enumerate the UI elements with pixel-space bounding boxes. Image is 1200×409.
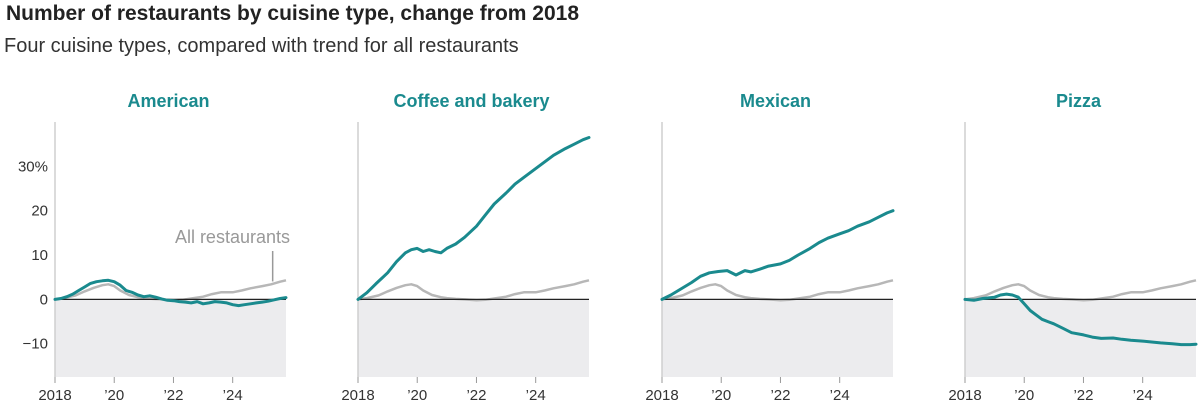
panel-title-american: American	[127, 91, 209, 111]
x-tick-label-coffee-and-bakery-1: ’20	[407, 387, 427, 404]
x-tick-label-pizza-1: ’20	[1014, 387, 1034, 404]
y-tick-label-2: 10	[31, 247, 48, 264]
x-tick-label-coffee-and-bakery-3: ’24	[526, 387, 546, 404]
panel-title-coffee-and-bakery: Coffee and bakery	[393, 91, 549, 111]
x-tick-label-american-0: 2018	[38, 387, 71, 404]
x-tick-label-pizza-3: ’24	[1133, 387, 1153, 404]
cuisine-line-coffee-and-bakery	[356, 136, 591, 301]
x-tick-label-american-1: ’20	[104, 387, 124, 404]
x-tick-label-mexican-3: ’24	[830, 387, 850, 404]
x-tick-label-mexican-0: 2018	[645, 387, 678, 404]
all-restaurants-label: All restaurants	[175, 227, 290, 247]
x-tick-label-american-3: ’24	[223, 387, 243, 404]
cuisine-line-mexican	[660, 209, 895, 301]
negative-region-american	[55, 299, 286, 377]
x-tick-label-coffee-and-bakery-0: 2018	[341, 387, 374, 404]
all-restaurants-line-mexican	[661, 279, 894, 302]
x-tick-label-pizza-0: 2018	[948, 387, 981, 404]
negative-region-mexican	[662, 299, 893, 377]
panel-title-pizza: Pizza	[1056, 91, 1102, 111]
x-tick-label-coffee-and-bakery-2: ’22	[466, 387, 486, 404]
all-restaurants-line-coffee-and-bakery	[357, 279, 590, 302]
x-tick-label-pizza-2: ’22	[1073, 387, 1093, 404]
x-tick-label-mexican-1: ’20	[711, 387, 731, 404]
y-tick-label-1: 20	[31, 203, 48, 220]
chart-title: Number of restaurants by cuisine type, c…	[6, 2, 580, 25]
cuisine-line-american	[53, 278, 288, 308]
y-tick-label-0: 30%	[18, 158, 48, 175]
all-restaurants-line-pizza	[964, 279, 1197, 302]
negative-region-pizza	[965, 299, 1196, 377]
y-tick-label-4: −10	[23, 336, 48, 353]
cuisine-line-pizza	[963, 292, 1198, 347]
x-tick-label-mexican-2: ’22	[770, 387, 790, 404]
y-tick-label-3: 0	[40, 291, 48, 308]
x-tick-label-american-2: ’22	[163, 387, 183, 404]
chart-subtitle: Four cuisine types, compared with trend …	[4, 35, 519, 57]
negative-region-coffee-and-bakery	[358, 299, 589, 377]
panel-title-mexican: Mexican	[740, 91, 811, 111]
